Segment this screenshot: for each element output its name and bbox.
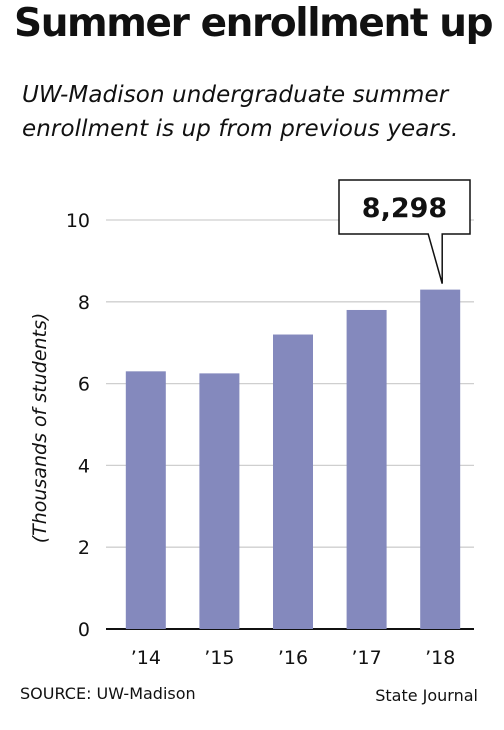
y-tick-label: 4 (78, 455, 90, 477)
value-callout: 8,298 (338, 179, 471, 284)
bars (125, 289, 461, 629)
source-note: SOURCE: UW-Madison (20, 684, 196, 703)
bar (420, 289, 461, 629)
x-tick-label: ’17 (351, 647, 381, 669)
y-tick-label: 6 (78, 374, 90, 396)
bar (199, 373, 240, 629)
y-axis-label: (Thousands of students) (29, 313, 51, 544)
y-tick-label: 2 (78, 537, 90, 559)
y-tick-label: 8 (78, 292, 90, 314)
y-axis-ticks: 0 2 4 6 8 10 (66, 210, 90, 641)
chart-title: Summer enrollment up (14, 1, 494, 46)
callout-value-label: 8,298 (362, 193, 447, 224)
publication-credit: State Journal (375, 686, 478, 705)
x-tick-label: ’14 (131, 647, 161, 669)
x-tick-label: ’15 (204, 647, 234, 669)
x-axis-ticks: ’14 ’15 ’16 ’17 ’18 (131, 647, 456, 669)
bar (273, 334, 313, 629)
x-tick-label: ’16 (278, 647, 308, 669)
bar (346, 309, 387, 629)
chart-subtitle: UW-Madison undergraduate summer enrollme… (22, 82, 459, 142)
x-tick-label: ’18 (425, 647, 455, 669)
callout-box (338, 179, 471, 284)
y-tick-label: 10 (66, 210, 90, 232)
y-tick-label: 0 (78, 619, 90, 641)
bar (125, 371, 166, 629)
